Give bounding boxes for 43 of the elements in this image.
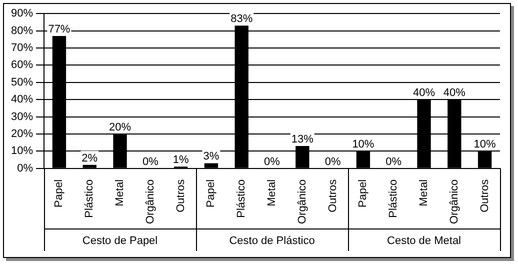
x-tick-label: Papel xyxy=(53,179,66,208)
text: Cesto de Plástico xyxy=(229,235,315,248)
y-tick-label: 40% xyxy=(10,94,34,106)
x-tick-label: Outros xyxy=(478,178,491,212)
x-tick-label: Orgânico xyxy=(144,179,156,224)
text: Cesto de Papel xyxy=(82,235,158,248)
x-tick-label: Metal xyxy=(114,179,126,206)
data-label: 83% xyxy=(230,13,253,26)
text: Cesto de Metal xyxy=(387,235,461,248)
data-label: 0% xyxy=(386,156,402,168)
y-tick-label: 20% xyxy=(10,128,34,140)
y-tick-label: 10% xyxy=(10,145,34,158)
data-label: 1% xyxy=(172,154,189,166)
data-label: 3% xyxy=(203,150,220,163)
x-tick-label: Plástico xyxy=(84,179,96,218)
x-tick-label: Orgânico xyxy=(296,179,308,224)
y-tick-label: 60% xyxy=(10,59,34,72)
data-label: 0% xyxy=(142,156,159,168)
x-tick-label: Metal xyxy=(266,179,278,206)
x-tick-label: Orgânico xyxy=(448,179,460,224)
data-label: 20% xyxy=(109,122,132,134)
x-tick-label: Outros xyxy=(326,178,339,212)
y-tick-label: 70% xyxy=(10,42,34,54)
y-tick-label: 30% xyxy=(10,110,34,123)
data-label: 77% xyxy=(48,23,70,36)
x-tick-label: Metal xyxy=(418,179,430,206)
data-label: 40% xyxy=(443,87,466,100)
data-label: 10% xyxy=(352,138,374,151)
x-tick-label: Plástico xyxy=(236,179,248,218)
x-tick-label: Papel xyxy=(357,179,370,208)
y-tick-label: 90% xyxy=(10,8,34,20)
data-label: 2% xyxy=(82,152,98,164)
x-tick-label: Plástico xyxy=(388,179,400,218)
x-tick-label: Papel xyxy=(205,179,218,208)
x-tick-label: Outros xyxy=(174,178,187,212)
data-label: 0% xyxy=(324,156,341,168)
data-label: 40% xyxy=(412,87,436,100)
y-tick-label: 80% xyxy=(10,24,34,37)
data-label: 0% xyxy=(264,156,280,168)
data-label: 10% xyxy=(474,138,496,151)
y-tick-label: 0% xyxy=(17,162,34,174)
y-tick-label: 50% xyxy=(10,76,34,88)
data-label: 13% xyxy=(291,134,314,146)
